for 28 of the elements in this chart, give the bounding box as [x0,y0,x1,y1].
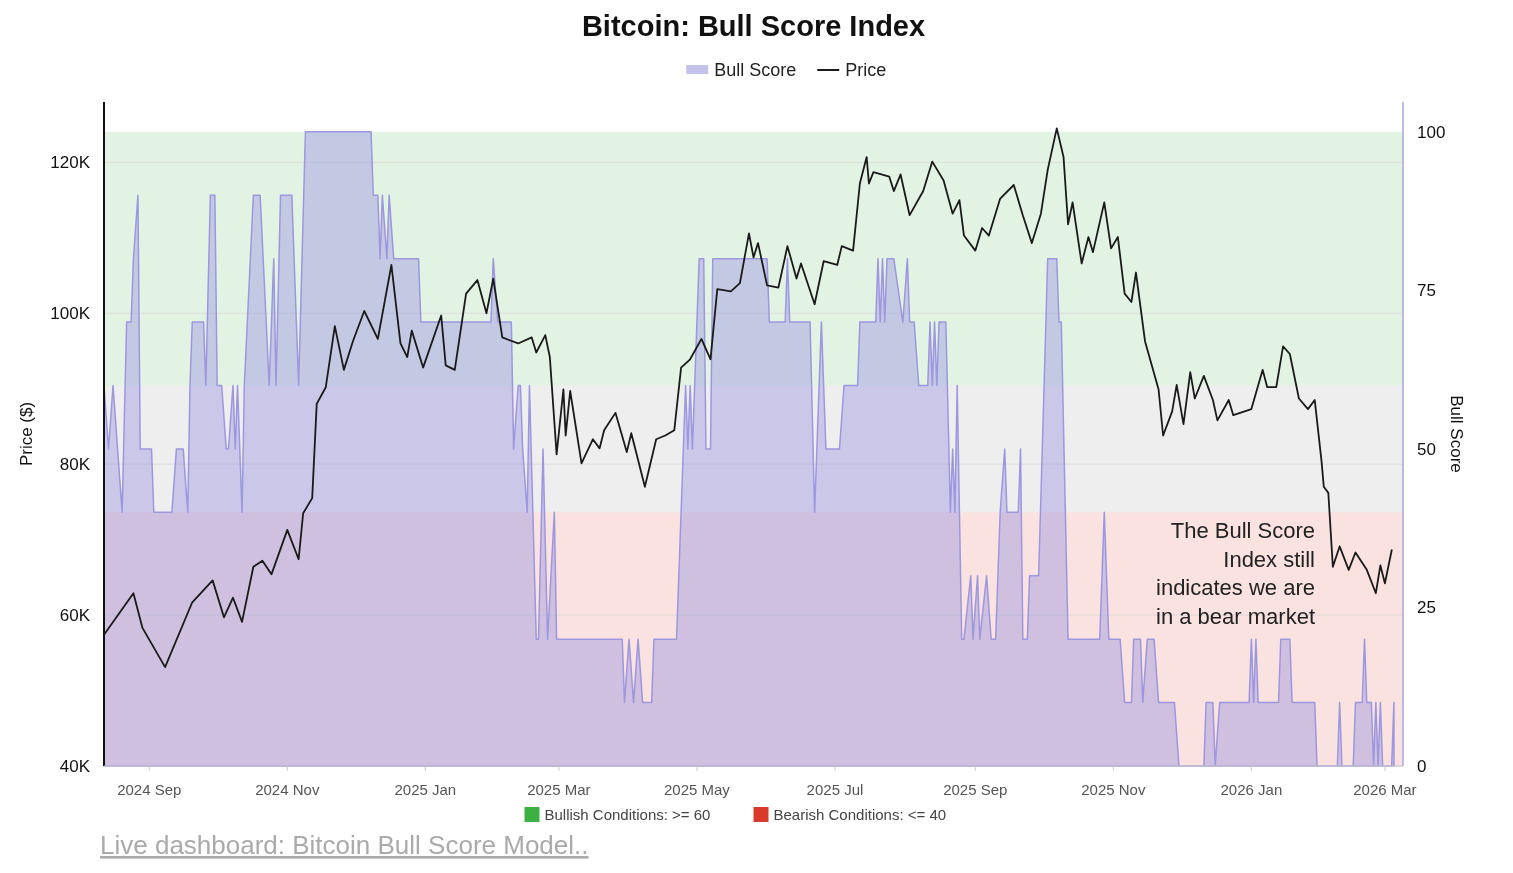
x-tick-label: 2025 Jan [394,781,457,798]
y-axis-title: Price ($) [17,401,36,467]
legend-label: Bull Score [714,60,797,80]
annotation: The Bull Score Index still indicates we are in a bear market [1156,518,1315,629]
y-tick-label: 100K [50,304,91,324]
x-tick-label: 2025 Nov [1081,781,1146,798]
x-tick-label: 2025 Sep [943,781,1008,798]
x-tick-label: 2025 May [663,781,731,798]
y2-tick-label: 100 [1417,122,1446,142]
y2-tick-label: 75 [1417,281,1436,301]
conditions-key: Bullish Conditions: >= 60 Bearish Conditions: <= 40 [524,806,947,823]
y-tick-label: 80K [59,455,91,475]
x-tick-label: 2025 Mar [527,781,591,798]
y2-tick-label: 25 [1417,598,1436,618]
y2-tick-label: 0 [1417,757,1427,776]
y2-axis-title: Bull Score [1447,395,1466,473]
x-tick-label: 2025 Jul [806,781,864,798]
y-tick-label: 40K [59,757,91,776]
x-tick-label: 2024 Sep [117,781,182,798]
chart-title: Bitcoin: Bull Score Index [581,10,926,42]
y-tick-label: 120K [50,153,91,173]
text: Live dashboard: Bitcoin Bull Score Model.. [100,830,589,860]
legend-label: Price [845,60,887,80]
x-tick-label: 2026 Jan [1220,781,1283,798]
x-tick-label: 2026 Mar [1353,781,1417,798]
x-tick-label: 2024 Nov [255,781,320,798]
y2-tick-label: 50 [1417,439,1436,459]
y-tick-label: 60K [59,606,91,626]
